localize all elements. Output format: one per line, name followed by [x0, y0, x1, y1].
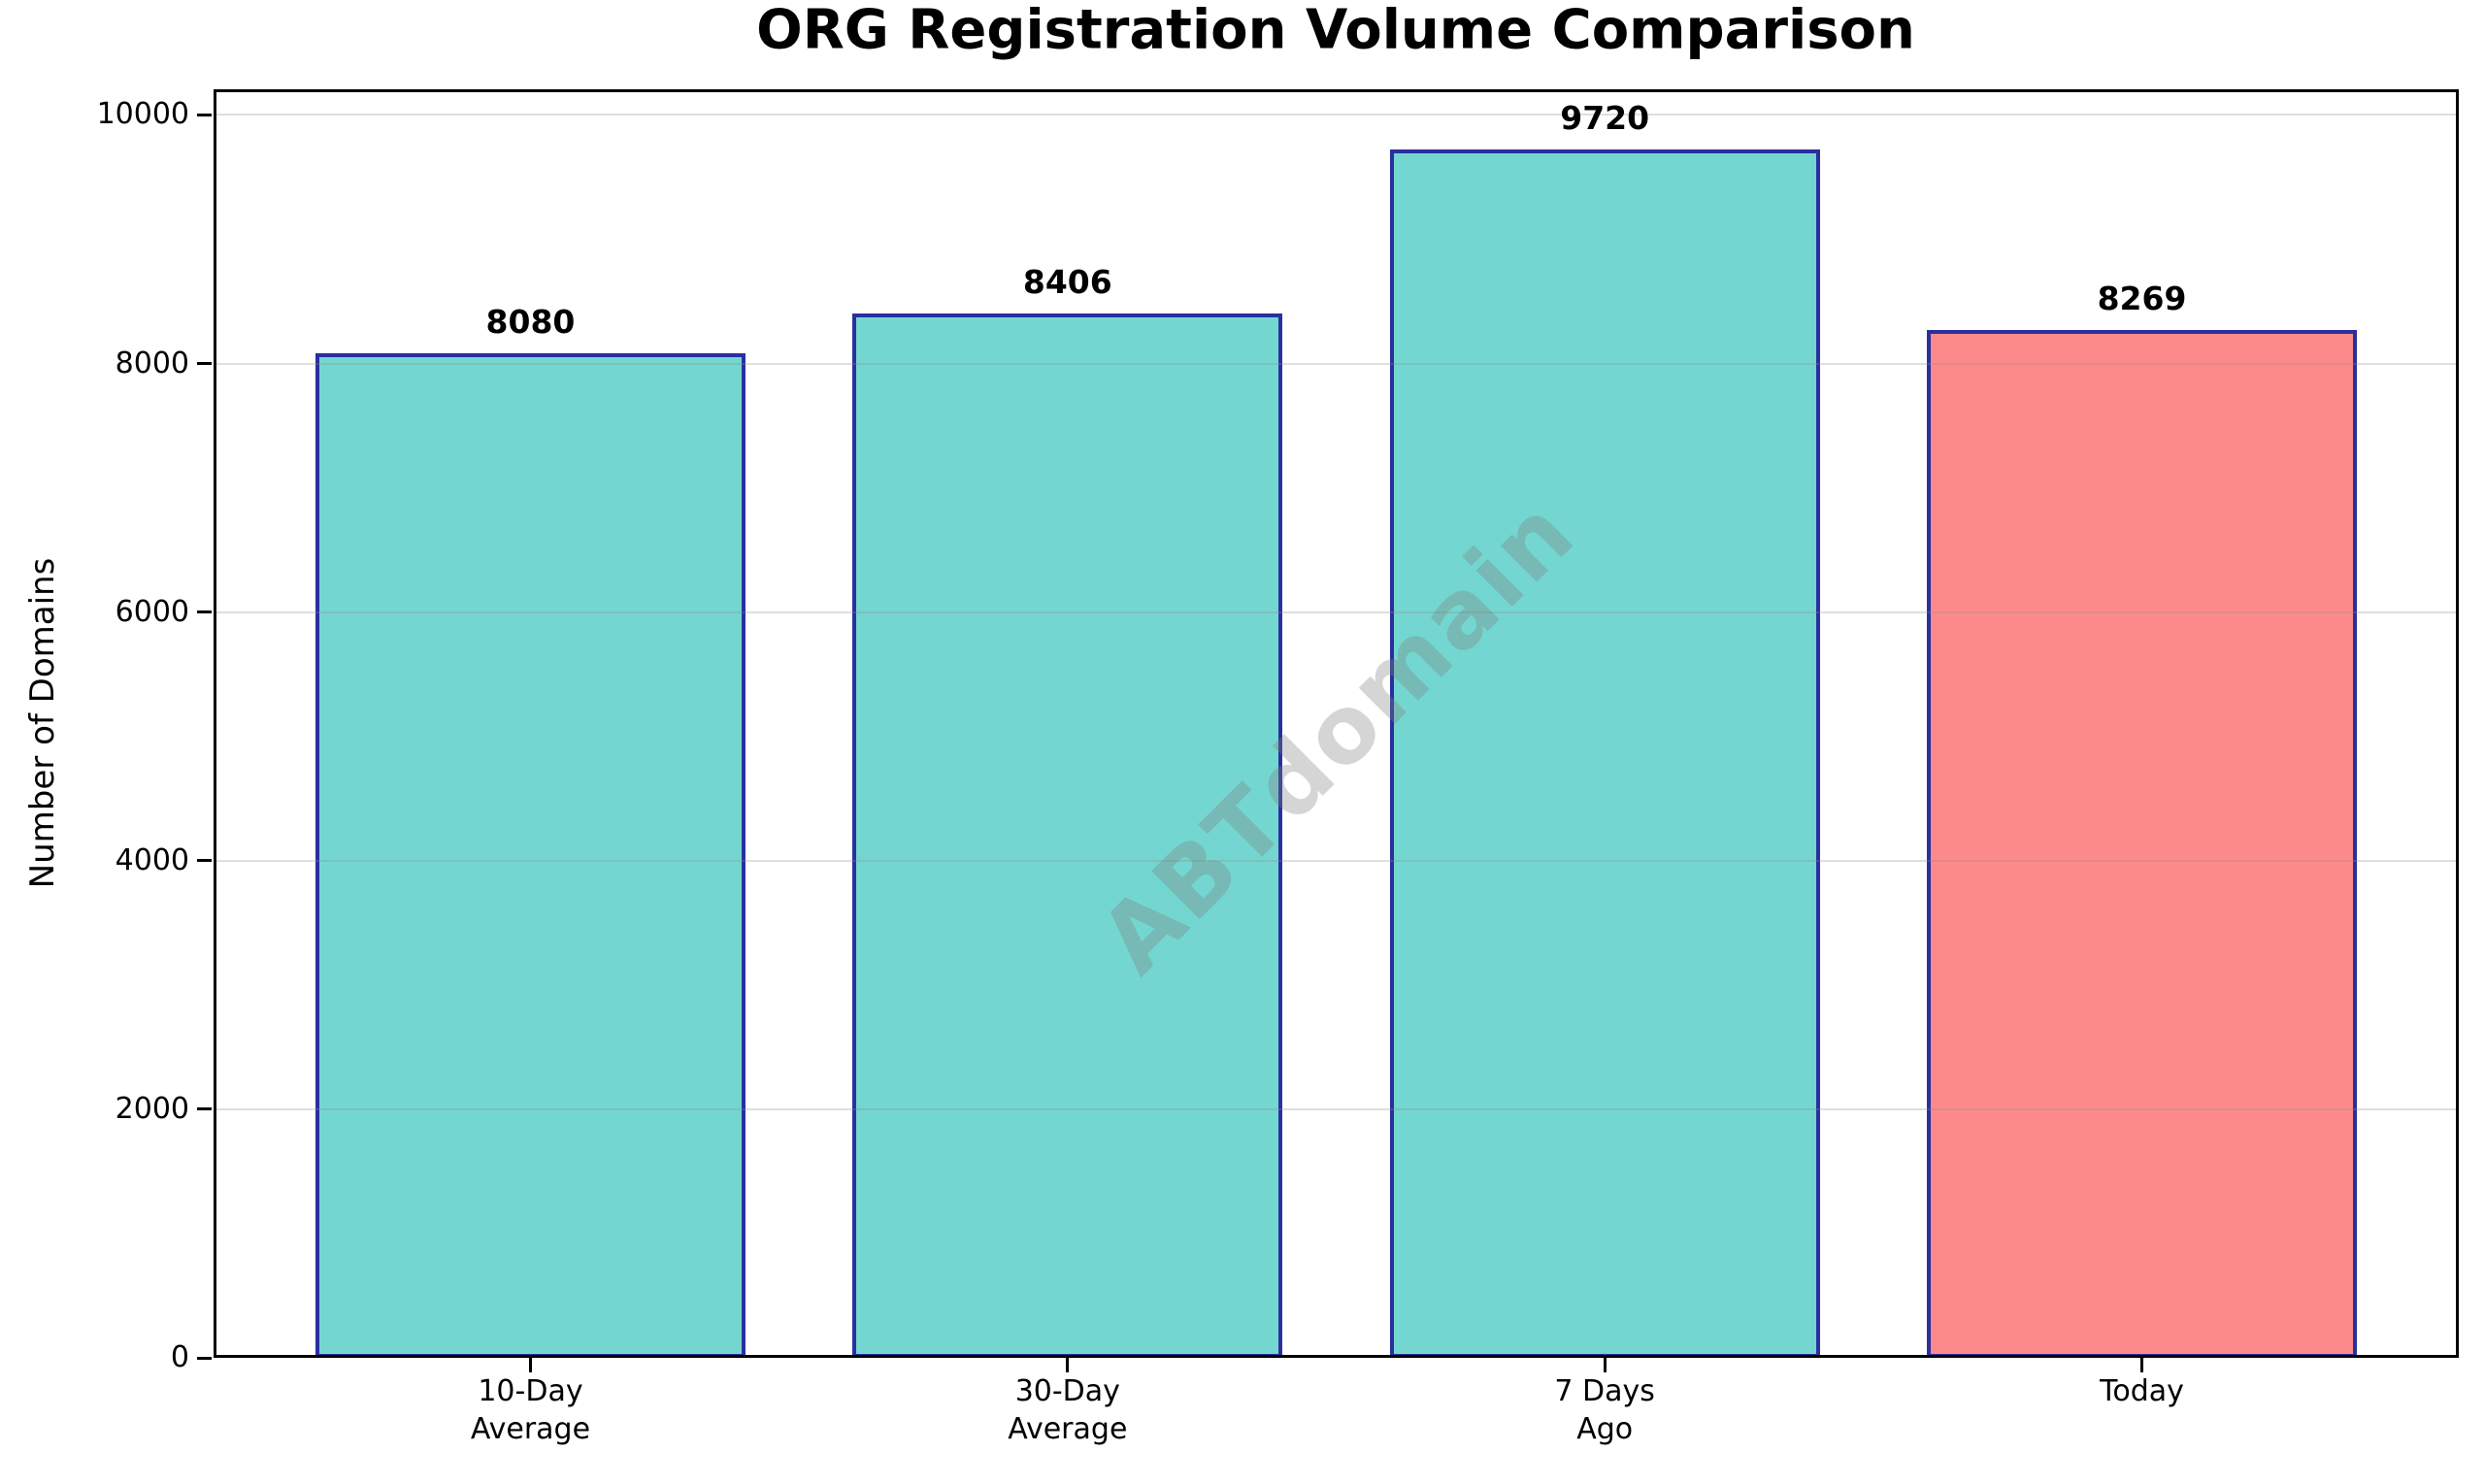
x-tick-label: Today — [2100, 1374, 2184, 1408]
gridline — [214, 362, 2459, 365]
y-tick-mark — [197, 362, 212, 365]
chart-title: ORG Registration Volume Comparison — [756, 0, 1915, 62]
y-tick-label: 6000 — [115, 594, 189, 629]
x-tick-mark — [528, 1358, 532, 1372]
gridline — [214, 859, 2459, 862]
gridline — [214, 610, 2459, 613]
bar-value-label: 8406 — [1022, 262, 1112, 301]
bar-value-label: 9720 — [1560, 99, 1650, 138]
y-tick-label: 0 — [170, 1340, 189, 1374]
x-tick-mark — [2140, 1358, 2144, 1372]
bar-value-label: 8269 — [2097, 280, 2187, 318]
y-tick-label: 10000 — [96, 97, 189, 132]
bar — [315, 353, 746, 1358]
bar — [1927, 330, 2357, 1358]
plot-area: ABTdomain 0 2000 4000 6000 8000 10000 8080 10-D… — [97, 89, 2459, 1446]
x-tick-label: 10-Day Average — [470, 1374, 591, 1446]
gridline — [214, 114, 2459, 116]
x-tick-mark — [1603, 1358, 1607, 1372]
y-tick-label: 2000 — [115, 1091, 189, 1126]
y-tick-label: 8000 — [115, 346, 189, 380]
gridline — [214, 1107, 2459, 1110]
x-tick-mark — [1066, 1358, 1070, 1372]
y-tick-label: 4000 — [115, 842, 189, 877]
y-tick-mark — [197, 1356, 212, 1360]
bar — [1389, 149, 1820, 1358]
y-tick-mark — [197, 1107, 212, 1111]
y-tick-mark — [197, 610, 212, 614]
y-tick-mark — [197, 859, 212, 863]
x-tick-label: 30-Day Average — [1008, 1374, 1128, 1446]
y-tick-mark — [197, 113, 212, 116]
x-tick-label: 7 Days Ago — [1554, 1374, 1655, 1446]
bar-value-label: 8080 — [485, 303, 576, 342]
